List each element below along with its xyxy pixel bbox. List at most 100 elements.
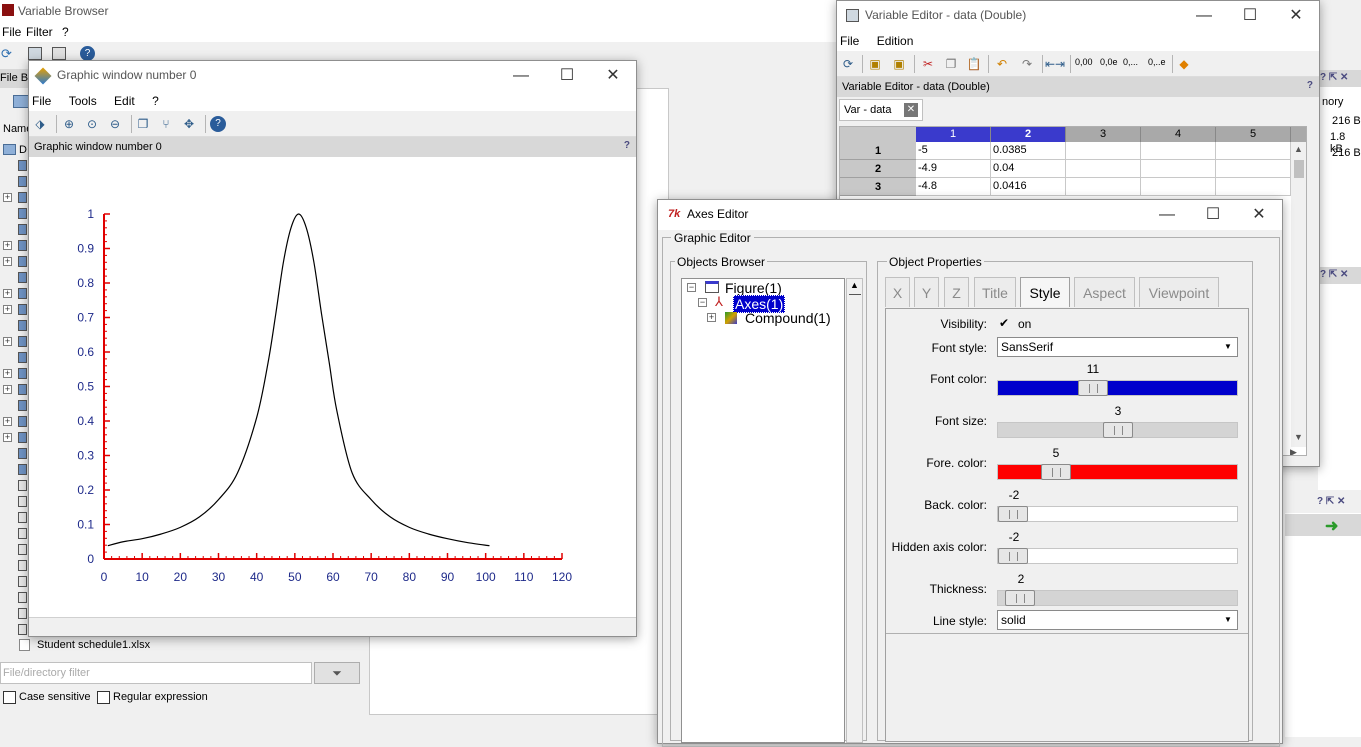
tree-folder-icon[interactable]	[18, 624, 27, 635]
paste-icon[interactable]: 📋	[966, 57, 982, 71]
font-color-slider-thumb[interactable]	[1078, 380, 1108, 396]
tree-folder-icon[interactable]	[18, 576, 27, 587]
tree-expand-toggle[interactable]: +	[3, 240, 12, 250]
tree-item-compound[interactable]: Compound(1)	[745, 310, 831, 326]
tree-expand-toggle[interactable]: +	[3, 384, 12, 394]
ve-menu-file[interactable]: File	[840, 34, 860, 48]
go-arrow-icon[interactable]: ➜	[1325, 518, 1339, 535]
refresh-icon[interactable]: ⟳	[1, 46, 12, 61]
format-short-e-button[interactable]: 0,0e	[1100, 57, 1118, 67]
tree-folder-icon[interactable]	[18, 416, 27, 427]
tree-folder-icon[interactable]	[18, 496, 27, 507]
editor-icon[interactable]: ⑂	[162, 117, 170, 131]
tree-expand-toggle[interactable]: +	[3, 256, 12, 266]
tab-z[interactable]: Z	[944, 277, 969, 307]
tree-expand-toggle[interactable]: +	[3, 416, 12, 426]
line-style-select[interactable]: solid ▼	[997, 610, 1238, 630]
tree-folder-icon[interactable]	[18, 272, 27, 283]
help-icon[interactable]: ?	[208, 114, 228, 134]
tree-folder-icon[interactable]	[18, 512, 27, 523]
table-icon[interactable]	[28, 47, 42, 60]
scroll-down-arrow-icon[interactable]: ▼	[1294, 432, 1303, 442]
col-header-2[interactable]: 2	[991, 127, 1066, 142]
rotate-icon[interactable]: ⬗	[35, 117, 45, 131]
menu-help[interactable]: ?	[62, 25, 69, 39]
cell-r2-c2[interactable]: 0.04	[991, 160, 1066, 178]
tree-folder-icon[interactable]	[18, 240, 27, 251]
tree-folder-icon[interactable]	[18, 544, 27, 555]
tab-viewpoint[interactable]: Viewpoint	[1139, 277, 1219, 307]
cell-r1-c3[interactable]	[1066, 142, 1141, 160]
tab-title[interactable]: Title	[974, 277, 1016, 307]
minimize-button[interactable]: —	[1196, 7, 1212, 24]
tree-expand-toggle[interactable]: +	[3, 368, 12, 378]
tree-folder-icon[interactable]	[18, 192, 27, 203]
graphic-menu-help[interactable]: ?	[152, 94, 159, 108]
cut-icon[interactable]: ✂	[922, 57, 934, 71]
col-header-6[interactable]	[1291, 127, 1306, 142]
menu-filter[interactable]: Filter	[26, 25, 53, 39]
copy-icon[interactable]: ❐	[945, 57, 957, 71]
col-header-5[interactable]: 5	[1216, 127, 1291, 142]
scilab-plot-icon[interactable]: ◆	[1179, 57, 1189, 71]
font-size-slider[interactable]	[997, 422, 1238, 438]
regex-checkbox[interactable]	[97, 691, 110, 704]
var-data-tab[interactable]: Var - data ✕	[839, 99, 923, 121]
pan-icon[interactable]: ✥	[183, 117, 195, 131]
fore-color-slider-thumb[interactable]	[1041, 464, 1071, 480]
tab-x[interactable]: X	[885, 277, 910, 307]
maximize-button[interactable]: ☐	[1242, 7, 1258, 24]
tree-scroll-up-icon[interactable]: ▲	[850, 280, 859, 290]
menu-file[interactable]: File	[2, 25, 22, 39]
maximize-button[interactable]: ☐	[1205, 206, 1221, 223]
tree-folder-icon[interactable]	[18, 608, 27, 619]
format-long-button[interactable]: 0,...	[1123, 57, 1139, 67]
plot-selection-icon[interactable]: ▣	[893, 57, 905, 71]
back-color-slider[interactable]	[997, 506, 1238, 522]
tree-scrollbar[interactable]: ▲	[846, 278, 863, 743]
datatip-icon[interactable]: ❐	[137, 117, 149, 131]
tab-aspect[interactable]: Aspect	[1074, 277, 1135, 307]
row-header-3[interactable]: 3	[840, 178, 916, 196]
undo-icon[interactable]: ↶	[996, 57, 1008, 71]
zoom-in-icon[interactable]: ⊕	[63, 117, 75, 131]
tree-folder-icon[interactable]	[18, 208, 27, 219]
cell-r1-c4[interactable]	[1141, 142, 1216, 160]
tree-expand-toggle[interactable]: +	[3, 288, 12, 298]
hidden-axis-color-slider[interactable]	[997, 548, 1238, 564]
tree-collapse-axes[interactable]: −	[698, 297, 707, 307]
tree-expand-compound[interactable]: +	[707, 312, 716, 322]
vertical-scrollbar[interactable]: ▲ ▼	[1291, 142, 1306, 447]
graphic-menu-edit[interactable]: Edit	[114, 94, 135, 108]
help-icon[interactable]: ?	[80, 46, 95, 61]
close-button[interactable]: ✕	[1252, 206, 1266, 223]
print-icon[interactable]	[52, 47, 66, 60]
tree-folder-icon[interactable]	[18, 528, 27, 539]
tree-folder-icon[interactable]	[18, 400, 27, 411]
tab-style[interactable]: Style	[1020, 277, 1070, 307]
tree-folder-icon[interactable]	[18, 288, 27, 299]
close-button[interactable]: ✕	[1289, 7, 1303, 24]
tree-folder-icon[interactable]	[18, 304, 27, 315]
tree-folder-icon[interactable]	[18, 464, 27, 475]
col-header-1[interactable]: 1	[916, 127, 991, 142]
dock-help-mark[interactable]: ?	[1306, 80, 1313, 91]
thickness-slider[interactable]	[997, 590, 1238, 606]
file-filter-input[interactable]: File/directory filter	[0, 662, 312, 684]
fore-color-slider[interactable]	[997, 464, 1238, 480]
visibility-checkbox[interactable]: ✔	[999, 316, 1010, 330]
close-button[interactable]: ✕	[606, 67, 620, 84]
maximize-button[interactable]: ☐	[559, 67, 575, 84]
tree-folder-icon[interactable]	[18, 224, 27, 235]
plot-canvas[interactable]: 0 10 20 30 40 50 60 70 80 90 100 110 120 0 0.1 0.2 0.3 0.…	[29, 157, 636, 617]
graphic-menu-tools[interactable]: Tools	[68, 94, 97, 108]
ve-menu-edition[interactable]: Edition	[876, 34, 914, 48]
zoom-out-icon[interactable]: ⊖	[109, 117, 121, 131]
cell-r3-c2[interactable]: 0.0416	[991, 178, 1066, 196]
thickness-slider-thumb[interactable]	[1005, 590, 1035, 606]
tree-expand-toggle[interactable]: +	[3, 192, 12, 202]
graphic-menu-file[interactable]: File	[32, 94, 52, 108]
font-style-select[interactable]: SansSerif ▼	[997, 337, 1238, 357]
tree-expand-toggle[interactable]: +	[3, 304, 12, 314]
tree-folder-icon[interactable]	[18, 592, 27, 603]
